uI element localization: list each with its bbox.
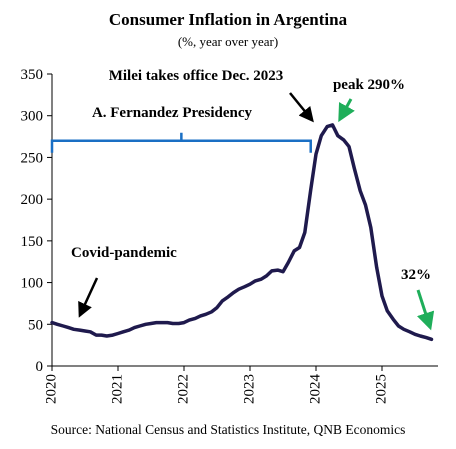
x-tick-label: 2022	[175, 374, 191, 404]
chart-subtitle: (%, year over year)	[178, 34, 278, 49]
y-tick-label: 50	[28, 317, 43, 333]
y-tick-label: 150	[21, 234, 44, 250]
annotation-covid: Covid-pandemic	[71, 245, 177, 261]
arrow-latest	[416, 289, 435, 331]
y-tick-label: 250	[21, 150, 44, 166]
series-line-inflation	[50, 123, 434, 342]
x-tick-label: 2025	[373, 374, 389, 404]
chart-title: Consumer Inflation in Argentina	[109, 10, 348, 29]
arrow-milei	[289, 92, 314, 123]
arrow-peak	[338, 98, 355, 123]
y-tick-label: 300	[21, 109, 44, 125]
y-tick-labels: 0 50 100 150 200 250 300 350	[21, 67, 44, 375]
source-note: Source: National Census and Statistics I…	[51, 422, 406, 437]
annotation-milei: Milei takes office Dec. 2023	[109, 68, 284, 84]
annotation-peak: peak 290%	[333, 77, 405, 93]
annotation-fernandez: A. Fernandez Presidency	[92, 105, 253, 121]
axes	[47, 73, 438, 371]
y-tick-label: 100	[21, 276, 44, 292]
x-tick-label: 2020	[43, 374, 59, 404]
y-tick-label: 0	[36, 359, 44, 375]
y-tick-label: 200	[21, 192, 44, 208]
arrow-covid	[78, 277, 99, 318]
x-tick-label: 2021	[109, 374, 125, 404]
x-tick-labels: 2020 2021 2022 2023 2024 2025	[43, 374, 389, 405]
y-tick-label: 350	[21, 67, 44, 83]
presidency-bracket	[50, 132, 312, 153]
x-tick-label: 2023	[241, 374, 257, 404]
annotation-latest: 32%	[401, 267, 431, 283]
x-tick-label: 2024	[307, 374, 323, 405]
